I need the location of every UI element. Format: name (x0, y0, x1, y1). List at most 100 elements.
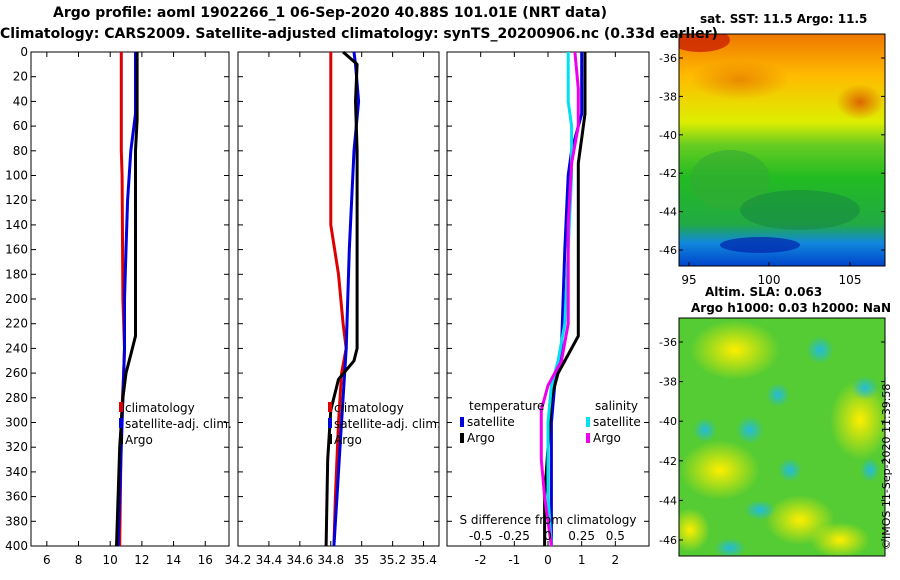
secondary-tick-label: -0.25 (499, 529, 530, 543)
secondary-tick-label: 0.5 (606, 529, 625, 543)
x-tick-label: 2 (612, 553, 620, 567)
lat-tick-label: -38 (659, 376, 677, 389)
y-tick-label: 80 (13, 144, 28, 158)
lat-tick-label: -40 (659, 129, 677, 142)
y-tick-label: 220 (5, 317, 28, 331)
legend-label: Argo (467, 431, 495, 445)
y-tick-label: 180 (5, 267, 28, 281)
y-tick-label: 0 (20, 45, 28, 59)
temperature-panel: 0 20 40 60 80 100 120 140 160 180 200 220 240 260 280 3… (5, 45, 232, 567)
x-tick-label: 16 (198, 553, 213, 567)
sla-map-axes: -36 -38 -40 -42 -44 -46 (659, 336, 885, 547)
salinity-panel: 34.2 34.4 34.6 34.8 35 35.2 35.4 climatology sat… (225, 50, 441, 567)
x-tick-label: 8 (75, 553, 83, 567)
secondary-axis-label: S difference from climatology (460, 513, 637, 527)
series-line-salinity-satellite (546, 52, 574, 547)
x-tick-label: 1 (578, 553, 586, 567)
legend-label: satellite (593, 415, 641, 429)
x-tick-label: 10 (103, 553, 118, 567)
legend-swatch (119, 418, 123, 428)
sst-map (678, 33, 886, 267)
series-line-salinity-argo (539, 51, 580, 547)
x-tick-label: -1 (508, 553, 520, 567)
legend-swatch (460, 417, 464, 427)
y-tick-label: 240 (5, 341, 28, 355)
secondary-tick-label: 0 (544, 529, 552, 543)
y-tick-label: 260 (5, 366, 28, 380)
legend-swatch (328, 402, 332, 412)
series-line-argo (115, 52, 139, 547)
y-tick-label: 380 (5, 514, 28, 528)
legend-label: Argo (334, 433, 362, 447)
lon-tick-label: 100 (758, 273, 781, 287)
y-tick-label: 100 (5, 169, 28, 183)
secondary-tick-label: 0.25 (568, 529, 595, 543)
sla-map-title-line1: Altim. SLA: 0.063 (705, 285, 823, 299)
y-tick-label: 200 (5, 292, 28, 306)
y-tick-label: 400 (5, 539, 28, 553)
lat-tick-label: -38 (659, 90, 677, 103)
sla-map-title-line2: Argo h1000: 0.03 h2000: NaN (691, 301, 892, 315)
legend-label: climatology (125, 401, 195, 415)
x-tick-label: 12 (134, 553, 149, 567)
secondary-tick-label: -0.5 (469, 529, 492, 543)
x-tick-label: -2 (475, 553, 487, 567)
plot-frame (30, 51, 230, 547)
legend-swatch (328, 434, 332, 444)
legend-swatch (119, 434, 123, 444)
lat-tick-label: -42 (659, 167, 677, 180)
y-tick-label: 20 (13, 70, 28, 84)
x-tick-label: 34.4 (256, 553, 283, 567)
sla-map (678, 317, 886, 557)
lat-tick-label: -44 (659, 206, 677, 219)
legend-title-salinity: salinity (595, 399, 638, 413)
legend-swatch (460, 433, 464, 443)
legend-label: climatology (334, 401, 404, 415)
sst-map-title: sat. SST: 11.5 Argo: 11.5 (700, 12, 868, 26)
legend-label: Argo (125, 433, 153, 447)
legend-label: satellite-adj. clim. (334, 417, 441, 431)
x-tick-label: 34.8 (317, 553, 344, 567)
lat-tick-label: -44 (659, 494, 677, 507)
lat-tick-label: -46 (659, 534, 677, 547)
lon-tick-label: 105 (839, 273, 862, 287)
x-tick-label: 14 (166, 553, 181, 567)
y-tick-label: 360 (5, 490, 28, 504)
legend-title-temperature: temperature (469, 399, 544, 413)
legend-label: satellite (467, 415, 515, 429)
y-tick-label: 340 (5, 465, 28, 479)
y-tick-label: 140 (5, 218, 28, 232)
y-tick-label: 280 (5, 391, 28, 405)
lat-tick-label: -46 (659, 244, 677, 257)
legend-swatch (119, 402, 123, 412)
x-tick-label: 6 (43, 553, 51, 567)
lon-tick-label: 95 (681, 273, 696, 287)
legend-label: Argo (593, 431, 621, 445)
x-tick-label: 35 (354, 553, 369, 567)
figure-title-line2: Climatology: CARS2009. Satellite-adjuste… (0, 26, 718, 42)
y-tick-label: 120 (5, 193, 28, 207)
y-tick-label: 40 (13, 94, 28, 108)
y-tick-label: 300 (5, 416, 28, 430)
lat-tick-label: -40 (659, 415, 677, 428)
legend-swatch (586, 417, 590, 427)
lat-tick-label: -42 (659, 455, 677, 468)
sst-map-axes: -36 -38 -40 -42 -44 -46 95 100 105 (659, 52, 885, 287)
x-tick-label: 35.2 (379, 553, 406, 567)
y-tick-label: 60 (13, 119, 28, 133)
y-tick-label: 320 (5, 440, 28, 454)
x-tick-label: 0 (544, 553, 552, 567)
legend-swatch (586, 433, 590, 443)
lat-tick-label: -36 (659, 336, 677, 349)
difference-panel: -2 -1 0 1 2 temperature salinity satellite Argo s… (446, 51, 650, 567)
x-tick-label: 34.6 (286, 553, 313, 567)
legend-swatch (328, 418, 332, 428)
legend-label: satellite-adj. clim. (125, 417, 232, 431)
y-tick-label: 160 (5, 243, 28, 257)
figure-title-line1: Argo profile: aoml 1902266_1 06-Sep-2020… (52, 5, 607, 21)
x-tick-label: 35.4 (410, 553, 437, 567)
x-tick-label: 34.2 (225, 553, 252, 567)
lat-tick-label: -36 (659, 52, 677, 65)
imos-timestamp-watermark: ©IMOS 11-Sep-2020 11:39:58 (880, 383, 893, 550)
